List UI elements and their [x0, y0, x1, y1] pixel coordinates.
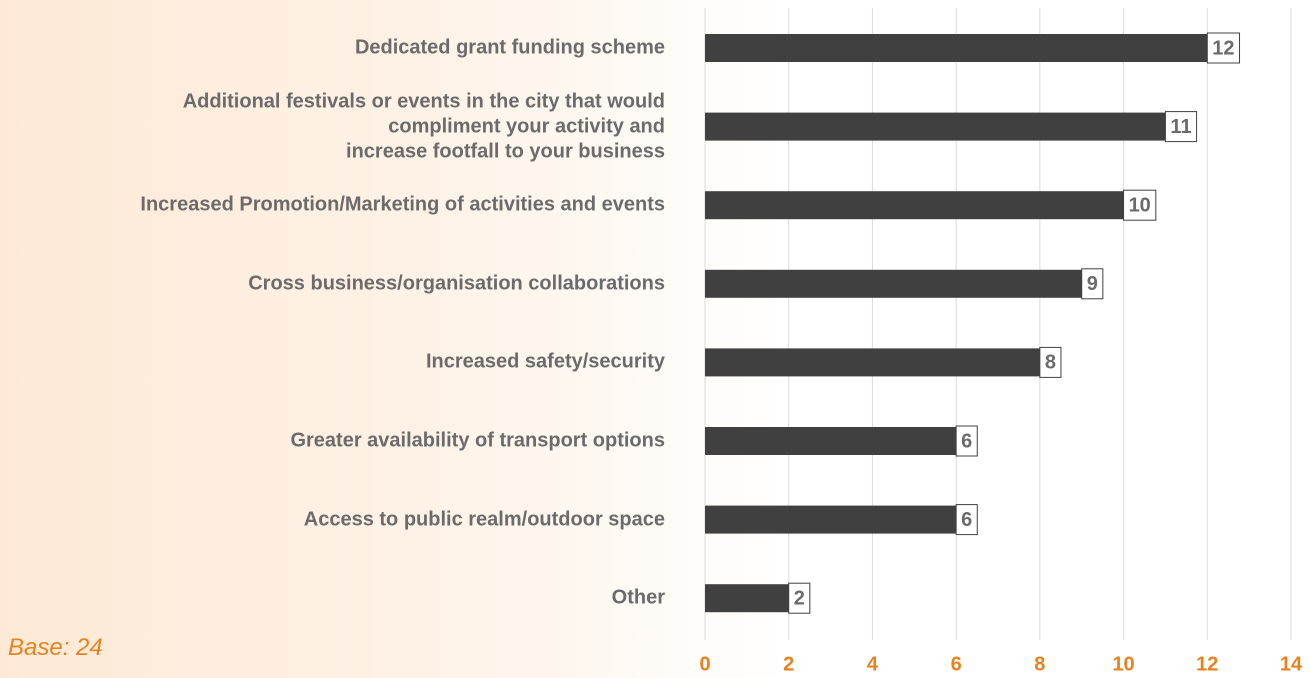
- value-label: 8: [1045, 352, 1056, 374]
- x-tick-label: 4: [867, 653, 879, 675]
- category-label: Increased Promotion/Marketing of activit…: [140, 193, 665, 216]
- value-label-box: [955, 504, 978, 536]
- bar: [705, 505, 957, 534]
- bar: [705, 348, 1040, 377]
- value-label: 11: [1170, 116, 1191, 138]
- value-label: 9: [1087, 273, 1098, 295]
- x-tick-label: 12: [1196, 653, 1218, 675]
- value-label: 10: [1129, 194, 1151, 216]
- value-label: 6: [961, 509, 972, 531]
- category-label: Other: [611, 586, 665, 609]
- value-label: 12: [1212, 37, 1234, 59]
- value-label-box: [955, 425, 978, 457]
- bar: [705, 269, 1082, 298]
- x-tick-label: 6: [951, 653, 962, 675]
- category-label: Cross business/organisation collaboratio…: [248, 272, 665, 295]
- category-label: Increased safety/security: [425, 350, 665, 373]
- category-label: Additional festivals or events in the ci…: [182, 90, 665, 163]
- bar: [705, 427, 957, 455]
- x-tick-label: 0: [699, 653, 710, 675]
- category-label: Greater availability of transport option…: [290, 429, 665, 452]
- bar: [705, 191, 1124, 220]
- bar: [705, 34, 1208, 62]
- value-label-box: [1123, 189, 1157, 221]
- value-label-box: [788, 582, 811, 614]
- bar: [705, 112, 1166, 141]
- value-label: 6: [961, 430, 972, 452]
- value-label-box: [1206, 32, 1241, 64]
- x-tick-label: 14: [1280, 653, 1303, 675]
- x-tick-label: 8: [1034, 653, 1045, 675]
- value-label-box: [1164, 111, 1198, 143]
- bar: [705, 584, 789, 613]
- value-label: 2: [794, 587, 805, 609]
- category-label: Access to public realm/outdoor space: [303, 508, 665, 531]
- value-label-box: [1081, 268, 1104, 300]
- x-tick-label: 2: [783, 653, 794, 675]
- x-tick-label: 10: [1112, 653, 1134, 675]
- category-label: Dedicated grant funding scheme: [354, 36, 665, 59]
- value-label-box: [1039, 346, 1062, 378]
- base-note: Base: 24: [8, 634, 103, 661]
